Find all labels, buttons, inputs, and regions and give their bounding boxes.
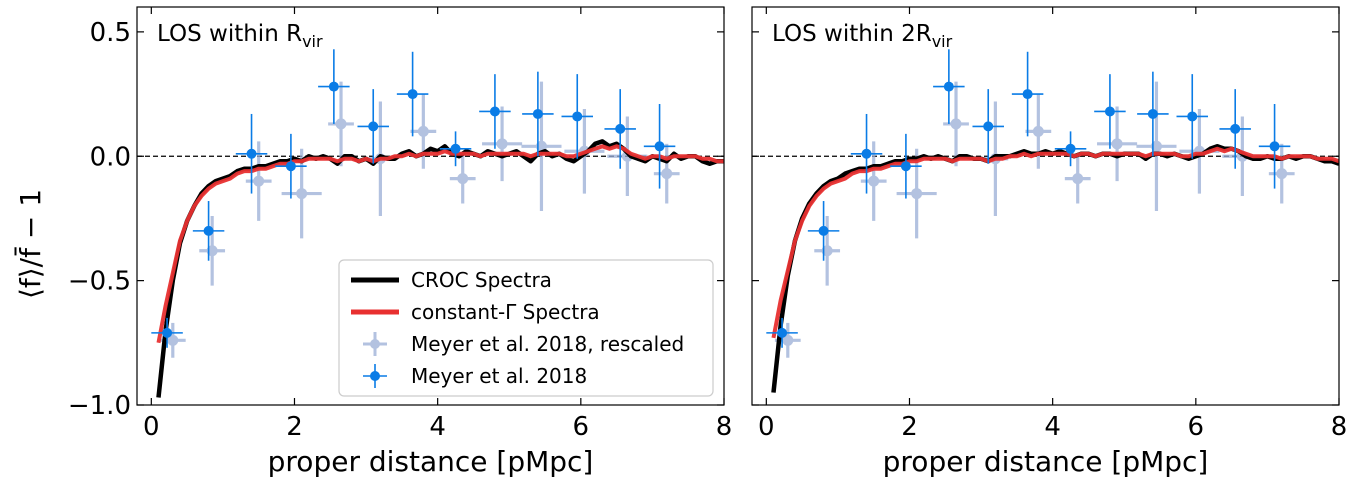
meyer-rescaled-point	[868, 175, 880, 187]
meyer-point	[983, 121, 994, 132]
meyer-point	[1065, 143, 1076, 154]
meyer-rescaled-point	[1276, 168, 1288, 180]
legend: CROC Spectra constant-Γ Spectra Meyer et a…	[338, 259, 714, 397]
x-tick-label: 2	[901, 412, 918, 442]
legend-swatch-point	[370, 371, 380, 381]
meyer-rescaled-series	[774, 81, 1295, 358]
meyer-point	[943, 81, 954, 92]
meyer-rescaled-point	[950, 118, 962, 130]
legend-label: Meyer et al. 2018, rescaled	[411, 332, 684, 356]
legend-label: constant-Γ Spectra	[411, 300, 600, 324]
meyer-point	[900, 161, 911, 172]
meyer-point	[203, 225, 214, 236]
meyer-point	[572, 111, 583, 122]
legend-swatch-point	[370, 339, 380, 349]
chart-panel-los-rvir: 0 2 4 6 8 −1.0 −0.5 0.0 0.5 proper distance [pMpc…	[68, 6, 733, 478]
plot-frame	[136, 6, 725, 406]
meyer-series	[151, 49, 676, 348]
constant-gamma-line	[156, 144, 724, 344]
meyer-rescaled-point	[496, 138, 508, 150]
x-tick-label: 2	[286, 412, 303, 442]
x-axis-label: proper distance [pMpc]	[268, 445, 594, 478]
meyer-rescaled-point	[206, 245, 218, 257]
meyer-point	[1104, 106, 1115, 117]
x-tick-label: 8	[1331, 412, 1348, 442]
chart-panel-los-2rvir: 0 2 4 6 8 proper distance [pMpc] LOS within 2R…	[751, 6, 1348, 478]
meyer-point	[615, 123, 626, 134]
meyer-rescaled-point	[167, 334, 179, 346]
legend-label: CROC Spectra	[411, 268, 552, 292]
meyer-point	[407, 89, 418, 100]
x-tick-label: 0	[143, 412, 160, 442]
meyer-rescaled-point	[1072, 173, 1084, 185]
meyer-rescaled-point	[1032, 125, 1044, 137]
meyer-rescaled-point	[782, 334, 794, 346]
meyer-point	[450, 143, 461, 154]
meyer-point	[1230, 123, 1241, 134]
meyer-point	[285, 161, 296, 172]
meyer-point	[368, 121, 379, 132]
x-axis-label: proper distance [pMpc]	[883, 445, 1209, 478]
y-tick-label: −0.5	[68, 267, 131, 297]
meyer-rescaled-point	[417, 125, 429, 137]
y-tick-label: 0.0	[90, 142, 131, 172]
meyer-point	[818, 225, 829, 236]
meyer-point	[489, 106, 500, 117]
legend-swatch-errorbar	[363, 364, 387, 388]
y-axis-label: ⟨f⟩/f̄ − 1	[13, 189, 47, 299]
panel-label: LOS within Rvir	[157, 21, 323, 51]
y-tick-label: −1.0	[68, 391, 131, 421]
panel-label: LOS within 2Rvir	[772, 21, 953, 51]
meyer-rescaled-point	[1111, 138, 1123, 150]
meyer-point	[861, 148, 872, 159]
meyer-rescaled-point	[253, 175, 265, 187]
meyer-rescaled-point	[911, 188, 923, 200]
legend-box	[338, 259, 714, 397]
meyer-rescaled-point	[457, 173, 469, 185]
meyer-rescaled-point	[296, 188, 308, 200]
meyer-rescaled-point	[821, 245, 833, 257]
x-tick-label: 6	[1188, 412, 1205, 442]
legend-swatch-errorbar	[363, 332, 387, 356]
x-tick-label: 6	[573, 412, 590, 442]
meyer-point	[246, 148, 257, 159]
meyer-point	[1147, 108, 1158, 119]
x-tick-label: 4	[1044, 412, 1061, 442]
meyer-series	[766, 49, 1291, 348]
x-tick-label: 8	[716, 412, 733, 442]
meyer-point	[1187, 111, 1198, 122]
y-tick-label: 0.5	[90, 18, 131, 48]
meyer-point	[328, 81, 339, 92]
meyer-rescaled-point	[661, 168, 673, 180]
x-tick-label: 4	[429, 412, 446, 442]
croc-spectra-line	[771, 144, 1339, 393]
meyer-point	[777, 327, 788, 338]
meyer-point	[162, 327, 173, 338]
meyer-rescaled-point	[335, 118, 347, 130]
plot-area	[752, 49, 1339, 393]
meyer-point	[654, 141, 665, 152]
plot-frame	[751, 6, 1340, 406]
meyer-rescaled-point	[1150, 140, 1162, 152]
constant-gamma-line	[771, 146, 1339, 339]
meyer-point	[1269, 141, 1280, 152]
legend-label: Meyer et al. 2018	[411, 364, 587, 388]
plot-area	[137, 49, 724, 398]
meyer-point	[1022, 89, 1033, 100]
meyer-rescaled-point	[535, 140, 547, 152]
meyer-point	[532, 108, 543, 119]
x-tick-label: 0	[758, 412, 775, 442]
